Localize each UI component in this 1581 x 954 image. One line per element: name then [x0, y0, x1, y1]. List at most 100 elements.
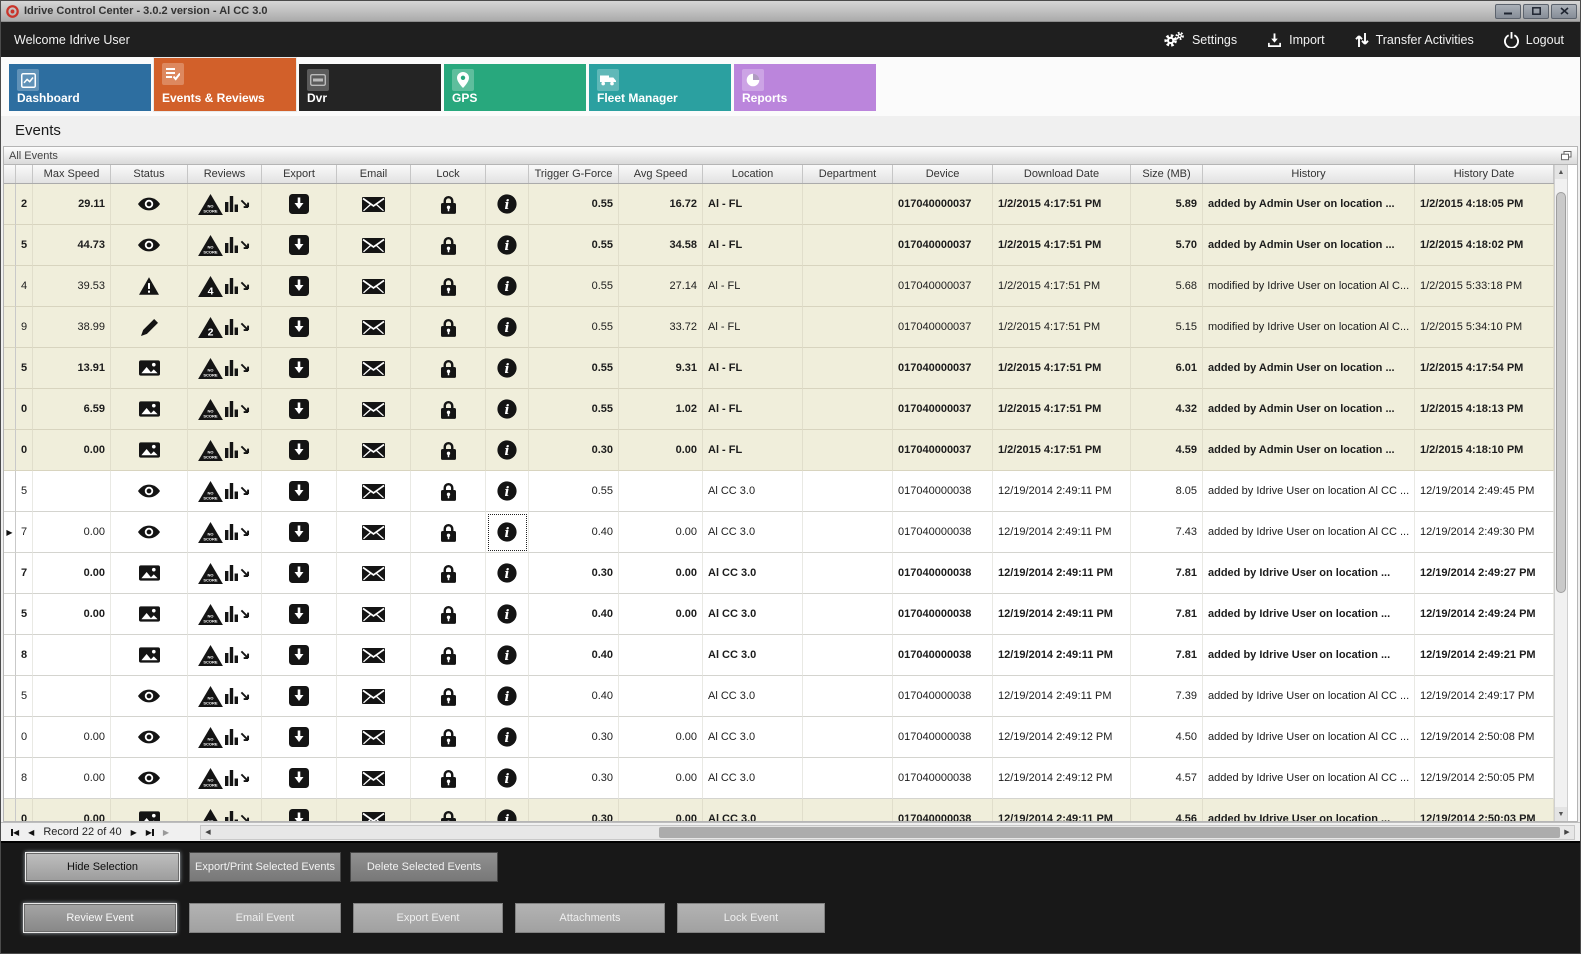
table-row[interactable]: 2 29.11 NO SCORE i 0.55 16.72 Al - FL 0170400000…: [4, 184, 1554, 225]
lock-cell[interactable]: [411, 184, 486, 225]
table-row[interactable]: 8 NO SCORE i 0.40 Al CC 3.0 017040000038 12/19/…: [4, 635, 1554, 676]
review-event-button[interactable]: Review Event: [23, 903, 177, 933]
lock-cell[interactable]: [411, 430, 486, 471]
minimize-button[interactable]: [1495, 3, 1521, 19]
attachments-button[interactable]: Attachments: [515, 903, 665, 933]
export-cell[interactable]: [262, 430, 337, 471]
lock-cell[interactable]: [411, 471, 486, 512]
lock-cell[interactable]: [411, 717, 486, 758]
lock-cell[interactable]: [411, 266, 486, 307]
maximize-button[interactable]: [1523, 3, 1549, 19]
horizontal-scrollbar-track[interactable]: [215, 826, 1560, 839]
info-cell[interactable]: i: [486, 758, 529, 799]
horizontal-scrollbar-thumb[interactable]: [658, 826, 1560, 838]
column-header-email[interactable]: Email: [337, 165, 411, 183]
email-cell[interactable]: [337, 799, 411, 821]
export-print-selected-button[interactable]: Export/Print Selected Events: [189, 852, 341, 882]
table-row[interactable]: 7 0.00 NO SCORE i 0.30 0.00 Al CC 3.0 0170400000…: [4, 553, 1554, 594]
lock-cell[interactable]: [411, 348, 486, 389]
column-header-max-speed[interactable]: Max Speed: [33, 165, 111, 183]
export-cell[interactable]: [262, 512, 337, 553]
email-cell[interactable]: [337, 758, 411, 799]
email-event-button[interactable]: Email Event: [189, 903, 341, 933]
lock-cell[interactable]: [411, 225, 486, 266]
table-row[interactable]: 5 NO SCORE i 0.40 Al CC 3.0 017040000038 12/19/…: [4, 676, 1554, 717]
email-cell[interactable]: [337, 225, 411, 266]
tab-gps[interactable]: GPS: [444, 64, 586, 111]
info-cell[interactable]: i: [486, 184, 529, 225]
table-row[interactable]: 5 44.73 NO SCORE i 0.55 34.58 Al - FL 0170400000…: [4, 225, 1554, 266]
last-record-button[interactable]: ▶: [145, 827, 154, 837]
email-cell[interactable]: [337, 594, 411, 635]
email-cell[interactable]: [337, 430, 411, 471]
table-row[interactable]: 5 13.91 NO SCORE i 0.55 9.31 Al - FL 01704000003…: [4, 348, 1554, 389]
export-cell[interactable]: [262, 758, 337, 799]
info-cell[interactable]: i: [486, 512, 529, 553]
export-cell[interactable]: [262, 184, 337, 225]
info-cell[interactable]: i: [486, 266, 529, 307]
tab-reports[interactable]: Reports: [734, 64, 876, 111]
lock-cell[interactable]: [411, 594, 486, 635]
column-header-location[interactable]: Location: [703, 165, 803, 183]
logout-button[interactable]: Logout: [1503, 31, 1564, 48]
scroll-up-button[interactable]: ▲: [1555, 165, 1567, 179]
column-header-avg-speed[interactable]: Avg Speed: [619, 165, 703, 183]
info-cell[interactable]: i: [486, 717, 529, 758]
table-row[interactable]: 0 6.59 NO SCORE i 0.55 1.02 Al - FL 017040000037…: [4, 389, 1554, 430]
column-header-history[interactable]: History: [1203, 165, 1415, 183]
export-cell[interactable]: [262, 389, 337, 430]
email-cell[interactable]: [337, 553, 411, 594]
export-cell[interactable]: [262, 307, 337, 348]
float-panel-icon[interactable]: [1561, 150, 1572, 161]
email-cell[interactable]: [337, 266, 411, 307]
lock-cell[interactable]: [411, 512, 486, 553]
column-header-device[interactable]: Device: [893, 165, 993, 183]
hide-selection-button[interactable]: Hide Selection: [25, 852, 180, 882]
import-button[interactable]: Import: [1267, 32, 1325, 48]
info-cell[interactable]: i: [486, 430, 529, 471]
previous-record-button[interactable]: ◀: [28, 827, 35, 837]
tab-events-reviews[interactable]: Events & Reviews: [154, 58, 296, 111]
tab-fleet-manager[interactable]: Fleet Manager: [589, 64, 731, 111]
info-cell[interactable]: i: [486, 389, 529, 430]
column-header-export[interactable]: Export: [262, 165, 337, 183]
export-cell[interactable]: [262, 799, 337, 821]
lock-cell[interactable]: [411, 758, 486, 799]
vertical-scrollbar[interactable]: ▲ ▼: [1554, 165, 1568, 821]
column-header-size[interactable]: Size (MB): [1131, 165, 1203, 183]
tab-dashboard[interactable]: Dashboard: [9, 64, 151, 111]
new-record-button[interactable]: ▶: [162, 827, 170, 837]
delete-selected-button[interactable]: Delete Selected Events: [350, 852, 498, 882]
info-cell[interactable]: i: [486, 676, 529, 717]
lock-cell[interactable]: [411, 389, 486, 430]
export-event-button[interactable]: Export Event: [353, 903, 503, 933]
email-cell[interactable]: [337, 676, 411, 717]
info-cell[interactable]: i: [486, 307, 529, 348]
settings-button[interactable]: Settings: [1162, 31, 1237, 48]
email-cell[interactable]: [337, 389, 411, 430]
export-cell[interactable]: [262, 676, 337, 717]
column-header-download-date[interactable]: Download Date: [993, 165, 1131, 183]
email-cell[interactable]: [337, 717, 411, 758]
column-header-trigger[interactable]: Trigger G-Force: [529, 165, 619, 183]
email-cell[interactable]: [337, 512, 411, 553]
column-header-status[interactable]: Status: [111, 165, 188, 183]
column-header-review[interactable]: Reviews: [188, 165, 262, 183]
lock-cell[interactable]: [411, 635, 486, 676]
transfer-activities-button[interactable]: Transfer Activities: [1354, 32, 1474, 48]
export-cell[interactable]: [262, 266, 337, 307]
tab-dvr[interactable]: Dvr: [299, 64, 441, 111]
export-cell[interactable]: [262, 471, 337, 512]
email-cell[interactable]: [337, 635, 411, 676]
table-row[interactable]: 5 0.00 NO SCORE i 0.40 0.00 Al CC 3.0 0170400000…: [4, 594, 1554, 635]
info-cell[interactable]: i: [486, 594, 529, 635]
export-cell[interactable]: [262, 225, 337, 266]
export-cell[interactable]: [262, 594, 337, 635]
lock-event-button[interactable]: Lock Event: [677, 903, 825, 933]
scroll-right-button[interactable]: ▶: [1564, 829, 1570, 836]
email-cell[interactable]: [337, 348, 411, 389]
table-row[interactable]: 4 39.53 4 i 0.55 27.14 Al - FL 017040000037 1/2/…: [4, 266, 1554, 307]
table-row[interactable]: 8 0.00 NO SCORE i 0.30 0.00 Al CC 3.0 0170400000…: [4, 758, 1554, 799]
